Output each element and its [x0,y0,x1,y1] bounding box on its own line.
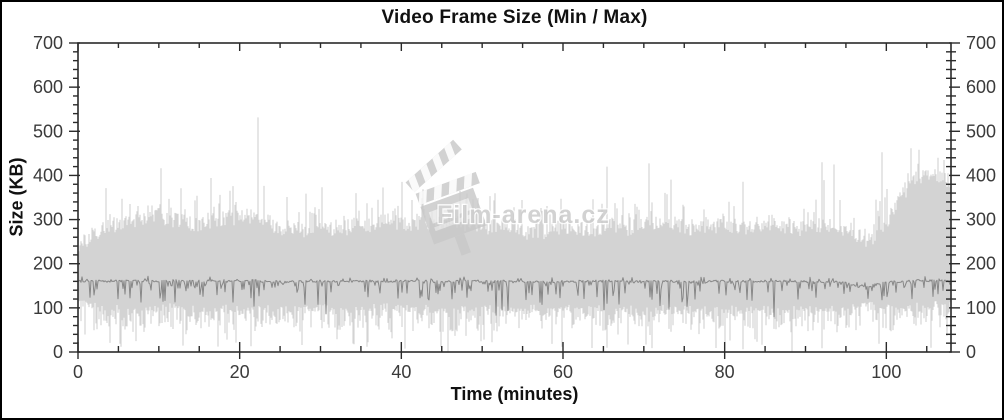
y-tick-label-right: 200 [966,254,996,274]
y-tick-label-left: 400 [33,165,63,185]
y-tick-label-left: 0 [53,342,63,362]
plot-border [77,42,952,353]
film-clapperboard-icon [405,139,487,256]
y-tick-label-left: 500 [33,121,63,141]
minmax-area-series [77,117,952,352]
y-tick-label-left: 300 [33,210,63,230]
x-tick-label: 20 [230,362,250,382]
y-tick-label-left: 600 [33,77,63,97]
axis-ticks [69,42,960,359]
y-tick-label-left: 100 [33,298,63,318]
y-tick-label-right: 700 [966,33,996,53]
y-axis-label: Size (KB) [6,157,27,237]
y-tick-label-left: 700 [33,33,63,53]
x-tick-label: 40 [391,362,411,382]
y-tick-label-right: 100 [966,298,996,318]
x-tick-label: 60 [553,362,573,382]
y-tick-label-right: 400 [966,165,996,185]
watermark: Film-arena.cz [405,139,610,256]
y-tick-label-right: 300 [966,210,996,230]
x-tick-label: 100 [871,362,901,382]
y-tick-label-right: 500 [966,121,996,141]
y-tick-label-right: 0 [966,342,976,362]
x-axis-label: Time (minutes) [450,384,579,404]
chart-title: Video Frame Size (Min / Max) [381,7,648,28]
x-tick-label: 80 [715,362,735,382]
y-tick-label-left: 200 [33,254,63,274]
y-tick-label-right: 600 [966,77,996,97]
watermark-text: Film-arena.cz [437,201,610,229]
x-tick-label: 0 [73,362,83,382]
average-line-series [77,275,952,318]
